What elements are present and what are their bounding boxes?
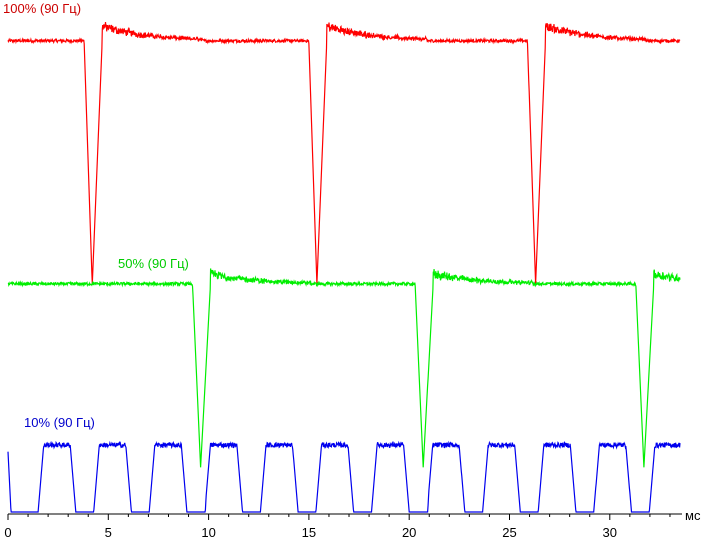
series-label-50: 50% (90 Гц) (118, 256, 189, 271)
series-line-0 (7, 22, 681, 284)
x-tick-label: 25 (502, 525, 516, 540)
x-tick-label: 15 (302, 525, 316, 540)
x-tick-label: 20 (402, 525, 416, 540)
x-tick-label: 0 (4, 525, 11, 540)
series-label-10: 10% (90 Гц) (24, 415, 95, 430)
x-tick-label: 5 (105, 525, 112, 540)
series-line-2 (7, 440, 681, 513)
plot-lines (7, 22, 681, 513)
x-axis: 0 5 10 15 20 25 30 (4, 513, 682, 540)
series-line-1 (7, 268, 681, 468)
x-axis-unit-label: мс (685, 508, 701, 523)
series-label-100: 100% (90 Гц) (3, 1, 81, 16)
x-tick-label: 30 (603, 525, 617, 540)
x-tick-label: 10 (201, 525, 215, 540)
